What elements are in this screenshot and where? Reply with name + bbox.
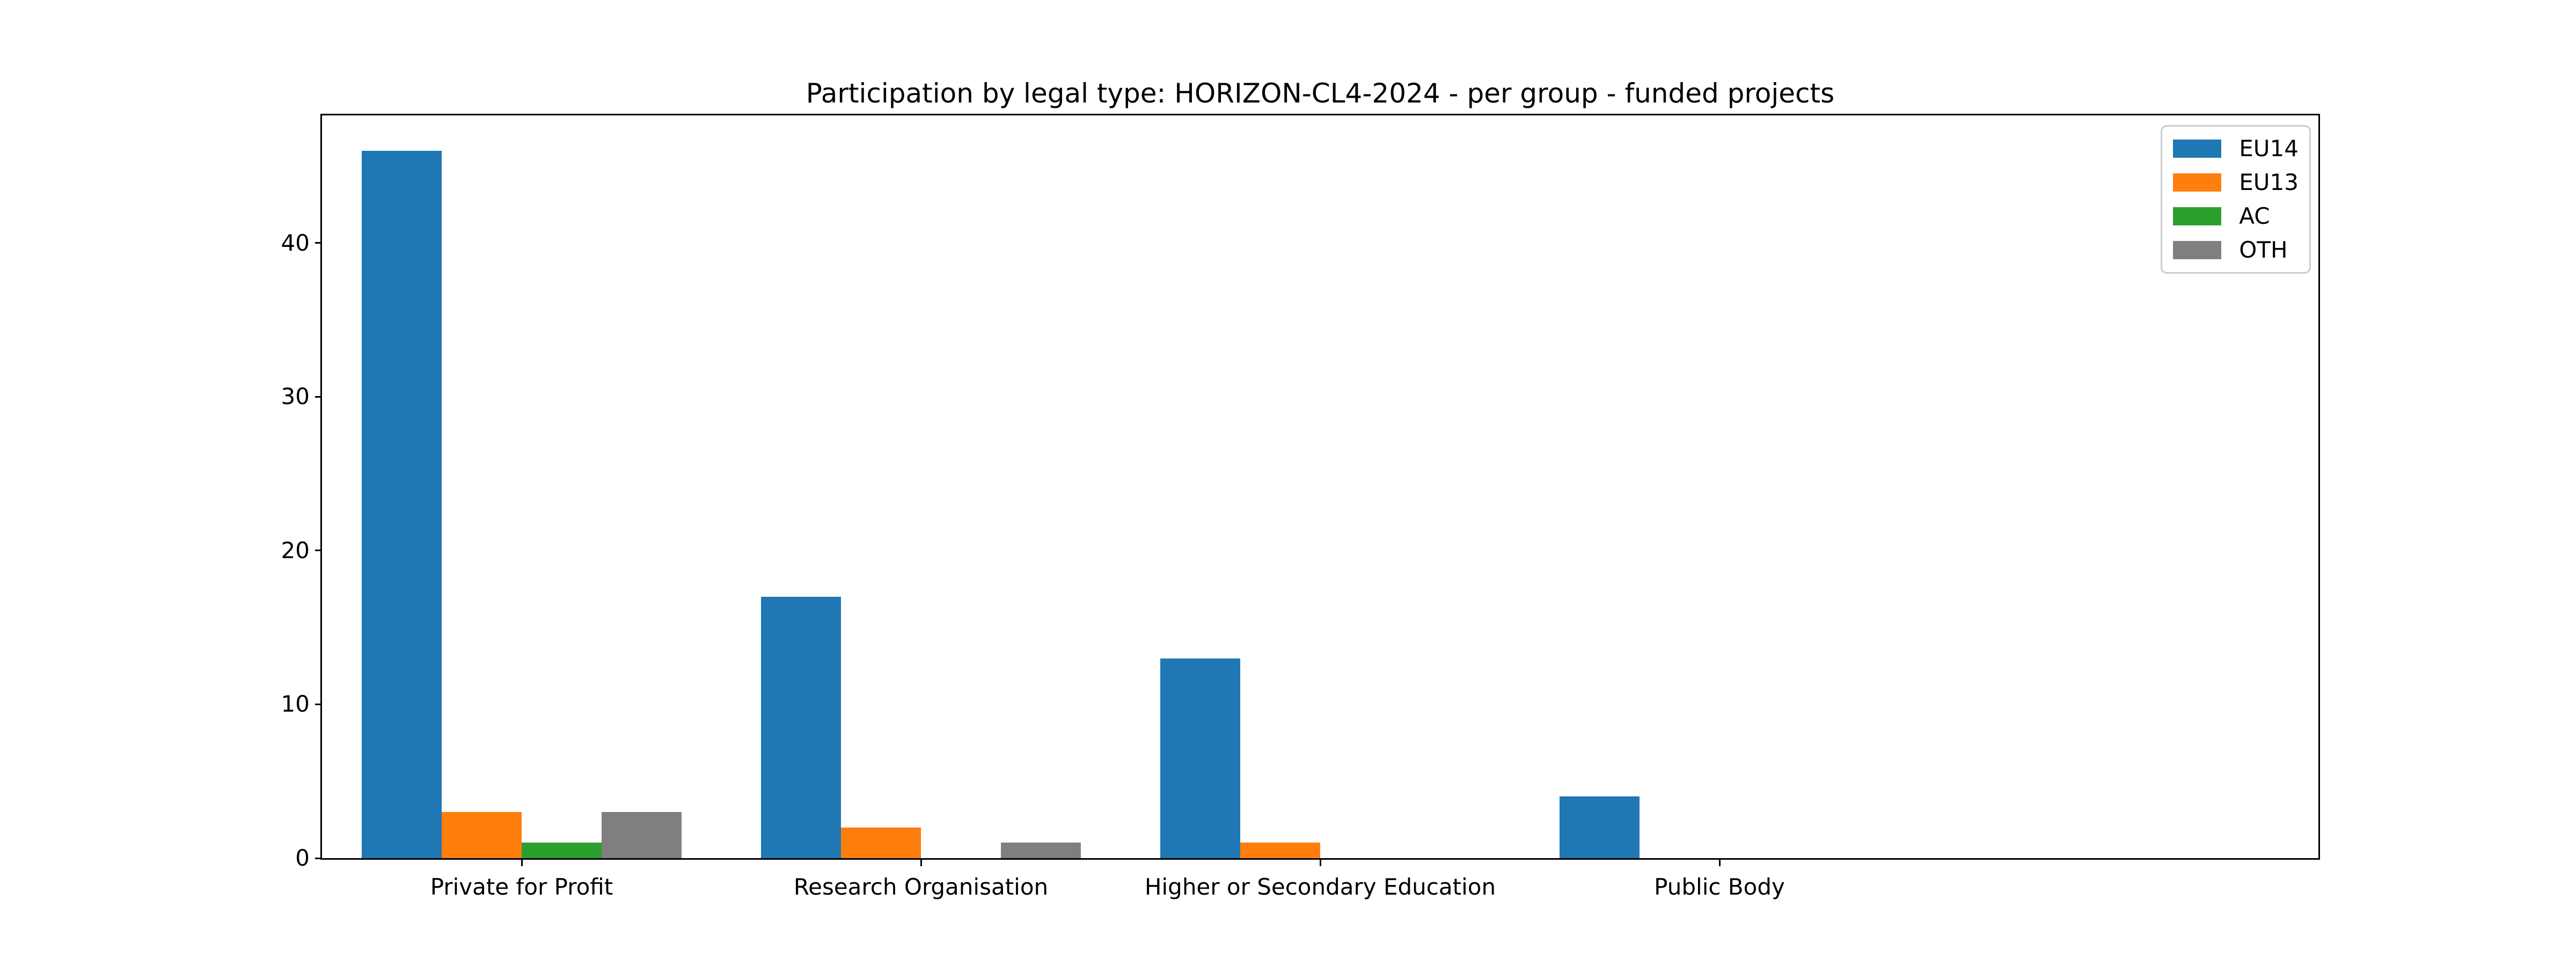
bars-layer bbox=[322, 115, 2318, 858]
bar-eu14-research-organisation bbox=[761, 596, 841, 858]
x-tick-label-private-for-profit: Private for Profit bbox=[430, 874, 613, 900]
bar-ac-private-for-profit bbox=[522, 843, 602, 858]
bar-eu14-public-body bbox=[1560, 796, 1640, 858]
legend-row-ac: AC bbox=[2173, 203, 2299, 230]
plot-area: EU14 EU13 AC OTH bbox=[320, 114, 2320, 860]
y-tick-label-0: 0 bbox=[295, 845, 310, 871]
y-tick-mark-0 bbox=[315, 857, 322, 859]
legend-label-oth: OTH bbox=[2239, 237, 2288, 263]
y-tick-label-40: 40 bbox=[281, 229, 310, 256]
x-tick-mark-public-body bbox=[1718, 859, 1721, 866]
legend-label-eu14: EU14 bbox=[2239, 135, 2299, 162]
x-tick-mark-private-for-profit bbox=[521, 859, 523, 866]
x-tick-mark-higher-or-secondary-education bbox=[1319, 859, 1321, 866]
bar-eu13-research-organisation bbox=[841, 827, 921, 858]
legend-swatch-oth bbox=[2173, 241, 2222, 259]
legend-row-oth: OTH bbox=[2173, 237, 2299, 264]
y-tick-mark-30 bbox=[315, 396, 322, 398]
y-tick-mark-40 bbox=[315, 242, 322, 244]
legend-swatch-eu13 bbox=[2173, 173, 2222, 192]
x-tick-label-research-organisation: Research Organisation bbox=[793, 874, 1049, 900]
x-tick-label-higher-or-secondary-education: Higher or Secondary Education bbox=[1144, 874, 1496, 900]
y-tick-label-30: 30 bbox=[281, 383, 310, 410]
legend-swatch-eu14 bbox=[2173, 140, 2222, 158]
chart-title: Participation by legal type: HORIZON-CL4… bbox=[806, 78, 1835, 109]
bar-eu13-higher-or-secondary-education bbox=[1240, 843, 1320, 858]
bar-eu14-private-for-profit bbox=[362, 150, 442, 858]
y-tick-mark-20 bbox=[315, 550, 322, 552]
legend-swatch-ac bbox=[2173, 207, 2222, 225]
bar-oth-private-for-profit bbox=[601, 812, 682, 858]
y-tick-mark-10 bbox=[315, 703, 322, 705]
x-tick-label-public-body: Public Body bbox=[1654, 874, 1785, 900]
y-tick-label-10: 10 bbox=[281, 691, 310, 718]
bar-eu14-higher-or-secondary-education bbox=[1160, 658, 1241, 858]
legend-row-eu13: EU13 bbox=[2173, 169, 2299, 196]
x-tick-mark-research-organisation bbox=[920, 859, 922, 866]
legend-row-eu14: EU14 bbox=[2173, 135, 2299, 162]
bar-eu13-private-for-profit bbox=[442, 812, 522, 858]
legend: EU14 EU13 AC OTH bbox=[2161, 125, 2311, 274]
y-tick-label-20: 20 bbox=[281, 537, 310, 564]
legend-label-eu13: EU13 bbox=[2239, 169, 2299, 195]
bar-oth-research-organisation bbox=[1000, 843, 1081, 858]
legend-label-ac: AC bbox=[2239, 203, 2270, 229]
